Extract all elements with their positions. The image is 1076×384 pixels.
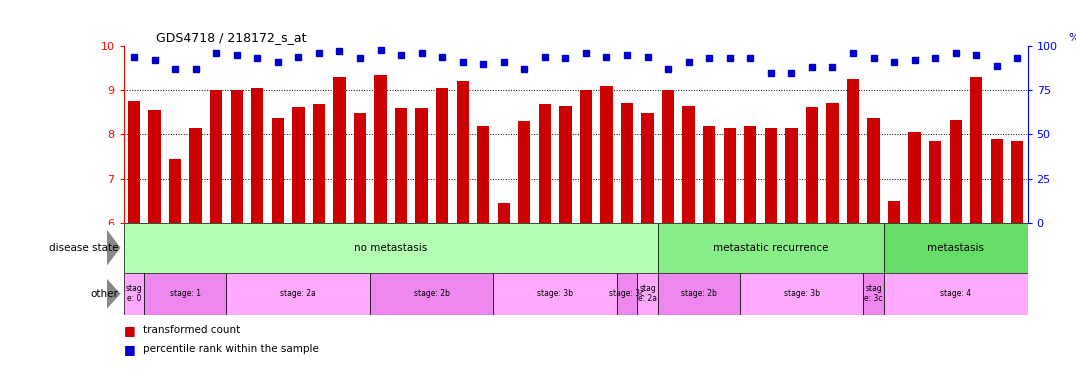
Text: percentile rank within the sample: percentile rank within the sample — [143, 344, 318, 354]
Bar — [908, 132, 921, 223]
Bar — [662, 90, 675, 223]
Bar — [765, 128, 777, 223]
Bar — [497, 203, 510, 223]
Bar — [785, 128, 797, 223]
Text: ■: ■ — [124, 324, 136, 337]
Bar — [863, 273, 883, 315]
Bar — [477, 126, 490, 223]
Bar — [600, 86, 612, 223]
Text: no metastasis: no metastasis — [354, 243, 427, 253]
Bar — [293, 107, 305, 223]
Text: stage: 3c: stage: 3c — [609, 289, 645, 298]
Bar — [740, 273, 863, 315]
Bar — [883, 223, 1028, 273]
Bar — [580, 90, 592, 223]
Text: disease state: disease state — [48, 243, 118, 253]
Bar — [826, 104, 838, 223]
Bar — [144, 273, 226, 315]
Text: stage: 3b: stage: 3b — [537, 289, 574, 298]
Text: GDS4718 / 218172_s_at: GDS4718 / 218172_s_at — [156, 31, 307, 44]
Bar — [745, 126, 756, 223]
Text: stage: 2b: stage: 2b — [414, 289, 450, 298]
Bar — [271, 118, 284, 223]
Bar — [395, 108, 407, 223]
Bar — [971, 77, 982, 223]
Bar — [374, 75, 386, 223]
Bar — [189, 128, 202, 223]
Bar — [806, 107, 818, 223]
Bar — [519, 121, 530, 223]
Text: stag
e: 2a: stag e: 2a — [638, 284, 657, 303]
Text: other: other — [90, 289, 118, 299]
Bar — [949, 120, 962, 223]
Bar — [226, 273, 370, 315]
Bar — [991, 139, 1003, 223]
Bar — [494, 273, 617, 315]
Bar — [128, 101, 140, 223]
Bar — [560, 106, 571, 223]
Bar — [313, 104, 325, 223]
Bar — [682, 106, 695, 223]
Bar — [617, 273, 637, 315]
Bar — [641, 113, 654, 223]
Text: metastatic recurrence: metastatic recurrence — [713, 243, 829, 253]
Bar — [888, 200, 901, 223]
Text: stag
e: 0: stag e: 0 — [126, 284, 142, 303]
Polygon shape — [107, 229, 121, 266]
Text: stag
e: 3c: stag e: 3c — [864, 284, 882, 303]
Bar — [621, 104, 633, 223]
Bar — [124, 223, 657, 273]
Bar — [883, 273, 1028, 315]
Bar — [436, 88, 449, 223]
Bar — [1011, 141, 1023, 223]
Bar — [230, 90, 243, 223]
Bar — [929, 141, 942, 223]
Text: stage: 1: stage: 1 — [170, 289, 201, 298]
Bar — [723, 128, 736, 223]
Text: stage: 2a: stage: 2a — [281, 289, 316, 298]
Bar — [148, 110, 160, 223]
Text: %: % — [1068, 33, 1076, 43]
Bar — [210, 90, 223, 223]
Bar — [539, 104, 551, 223]
Polygon shape — [107, 278, 121, 309]
Text: ■: ■ — [124, 343, 136, 356]
Bar — [354, 113, 366, 223]
Bar — [169, 159, 181, 223]
Bar — [415, 108, 428, 223]
Bar — [703, 126, 716, 223]
Bar — [657, 223, 883, 273]
Text: metastasis: metastasis — [928, 243, 985, 253]
Bar — [657, 273, 740, 315]
Bar — [847, 79, 859, 223]
Bar — [334, 77, 345, 223]
Bar — [251, 88, 264, 223]
Bar — [124, 273, 144, 315]
Bar — [456, 81, 469, 223]
Bar — [370, 273, 494, 315]
Text: stage: 3b: stage: 3b — [783, 289, 820, 298]
Text: stage: 4: stage: 4 — [940, 289, 972, 298]
Text: stage: 2b: stage: 2b — [681, 289, 717, 298]
Bar — [867, 118, 880, 223]
Text: transformed count: transformed count — [143, 325, 240, 335]
Bar — [637, 273, 657, 315]
